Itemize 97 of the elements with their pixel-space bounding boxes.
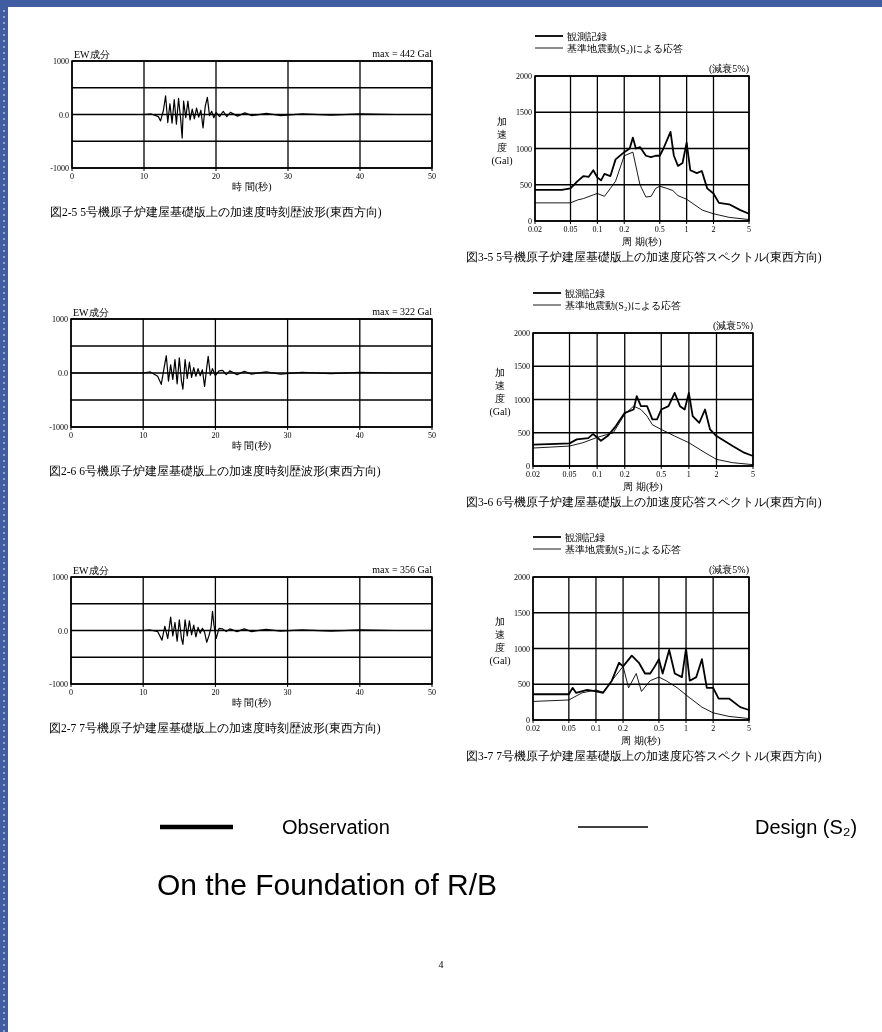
- legend-label: 基準地震動(S₂)による応答: [565, 300, 681, 312]
- y-tick-label: 2000: [514, 329, 530, 338]
- x-axis-title: 周 期(秒): [621, 735, 661, 747]
- x-tick-label: 0.5: [653, 724, 664, 733]
- x-tick-label: 2: [711, 225, 716, 234]
- x-axis-title: 時 間(秒): [231, 440, 272, 452]
- text: (減衰5%): [709, 63, 749, 75]
- caption: 図2-7 7号機原子炉建屋基礎版上の加速度時刻歴波形(東西方向): [49, 721, 381, 735]
- y-tick-label: 1000: [52, 315, 68, 324]
- y-tick-label: 1000: [52, 573, 68, 582]
- x-tick-label: 1: [684, 225, 689, 234]
- x-axis-title: 周 期(秒): [622, 236, 662, 248]
- x-tick-label: 0.1: [592, 470, 603, 479]
- x-tick-label: 50: [428, 431, 436, 440]
- x-tick-label: 0.1: [592, 225, 603, 234]
- text: max = 442 Gal: [372, 48, 433, 59]
- chart-title: EW成分: [73, 565, 109, 576]
- y-tick-label: 0: [526, 462, 530, 471]
- y-tick-label: 500: [518, 428, 530, 438]
- legend-label: 観測記録: [567, 31, 607, 42]
- y-axis-title: 加速度(Gal): [489, 615, 511, 667]
- x-tick-label: 2: [711, 724, 716, 733]
- x-tick-label: 0.2: [619, 470, 630, 479]
- x-axis-title: 周 期(秒): [623, 481, 663, 493]
- x-tick-label: 5: [747, 225, 751, 234]
- x-tick-label: 20: [211, 688, 220, 697]
- x-tick-label: 1: [684, 724, 689, 733]
- y-tick-label: 1500: [514, 362, 530, 372]
- y-tick-label: 1000: [516, 144, 532, 154]
- x-tick-label: 0.2: [618, 724, 629, 733]
- y-tick-label: 0: [526, 716, 530, 725]
- text: 4: [438, 959, 444, 970]
- legend-label: 観測記録: [565, 288, 605, 299]
- legend-label: 観測記録: [565, 532, 605, 543]
- caption: 図3-6 6号機原子炉建屋基礎版上の加速度応答スペクトル(東西方向): [466, 495, 822, 509]
- x-tick-label: 0.1: [590, 724, 601, 733]
- x-tick-label: 50: [428, 172, 436, 181]
- chart-title: EW成分: [73, 307, 109, 318]
- x-tick-label: 40: [355, 431, 364, 440]
- y-tick-label: 1000: [53, 57, 69, 66]
- y-tick-label: 0.0: [59, 110, 69, 120]
- text: max = 322 Gal: [372, 306, 433, 317]
- x-tick-label: 0.5: [656, 470, 667, 479]
- x-tick-label: 30: [283, 431, 292, 440]
- x-tick-label: 30: [283, 688, 292, 697]
- x-tick-label: 10: [139, 688, 148, 697]
- y-tick-label: 2000: [514, 573, 530, 582]
- x-tick-label: 20: [211, 431, 220, 440]
- y-tick-label: 500: [518, 680, 530, 690]
- caption: 図3-5 5号機原子炉建屋基礎版上の加速度応答スペクトル(東西方向): [466, 250, 822, 264]
- x-tick-label: 5: [751, 470, 755, 479]
- y-tick-label: 0.0: [58, 626, 68, 636]
- y-tick-label: -1000: [49, 423, 68, 432]
- x-tick-label: 10: [139, 431, 148, 440]
- x-tick-label: 0.5: [654, 225, 665, 234]
- legend-label: 基準地震動(S₂)による応答: [565, 544, 681, 556]
- y-tick-label: 1000: [514, 395, 530, 405]
- y-tick-label: 0: [528, 217, 532, 226]
- caption: 図2-5 5号機原子炉建屋基礎版上の加速度時刻歴波形(東西方向): [50, 205, 382, 219]
- chart-title: EW成分: [74, 49, 110, 60]
- y-axis-title: 加速度(Gal): [491, 115, 513, 167]
- x-tick-label: 20: [212, 172, 220, 181]
- x-tick-label: 0.2: [619, 225, 630, 234]
- x-axis-title: 時 間(秒): [231, 697, 272, 709]
- caption: 図2-6 6号機原子炉建屋基礎版上の加速度時刻歴波形(東西方向): [49, 464, 381, 478]
- x-tick-label: 0.05: [562, 470, 577, 479]
- text: Design (S₂): [755, 816, 858, 838]
- x-tick-label: 30: [284, 172, 292, 181]
- x-tick-label: 50: [428, 688, 436, 697]
- x-tick-label: 5: [747, 724, 751, 733]
- x-tick-label: 0.02: [528, 225, 542, 234]
- text: Observation: [282, 816, 390, 838]
- x-tick-label: 40: [356, 172, 364, 181]
- x-axis-title: 時 間(秒): [232, 181, 272, 193]
- y-tick-label: 2000: [516, 72, 532, 81]
- y-tick-label: 1000: [514, 644, 530, 654]
- x-tick-label: 0.02: [526, 724, 540, 733]
- x-tick-label: 40: [355, 688, 364, 697]
- text: max = 356 Gal: [372, 564, 433, 575]
- text: On the Foundation of R/B: [156, 868, 498, 901]
- x-tick-label: 2: [714, 470, 719, 479]
- x-tick-label: 1: [686, 470, 691, 479]
- y-tick-label: 0.0: [58, 369, 68, 378]
- caption: 図3-7 7号機原子炉建屋基礎版上の加速度応答スペクトル(東西方向): [466, 749, 822, 763]
- x-tick-label: 0.05: [563, 225, 578, 234]
- y-tick-label: -1000: [50, 164, 69, 173]
- text: (減衰5%): [713, 320, 753, 332]
- y-tick-label: -1000: [49, 680, 68, 689]
- x-tick-label: 10: [140, 172, 148, 181]
- y-tick-label: 1500: [514, 608, 530, 618]
- y-tick-label: 500: [520, 180, 532, 190]
- x-tick-label: 0.02: [526, 470, 540, 479]
- legend-label: 基準地震動(S₂)による応答: [567, 43, 683, 55]
- x-tick-label: 0.05: [561, 724, 576, 733]
- y-tick-label: 1500: [516, 108, 532, 118]
- text: (減衰5%): [709, 564, 749, 576]
- y-axis-title: 加速度(Gal): [489, 366, 511, 418]
